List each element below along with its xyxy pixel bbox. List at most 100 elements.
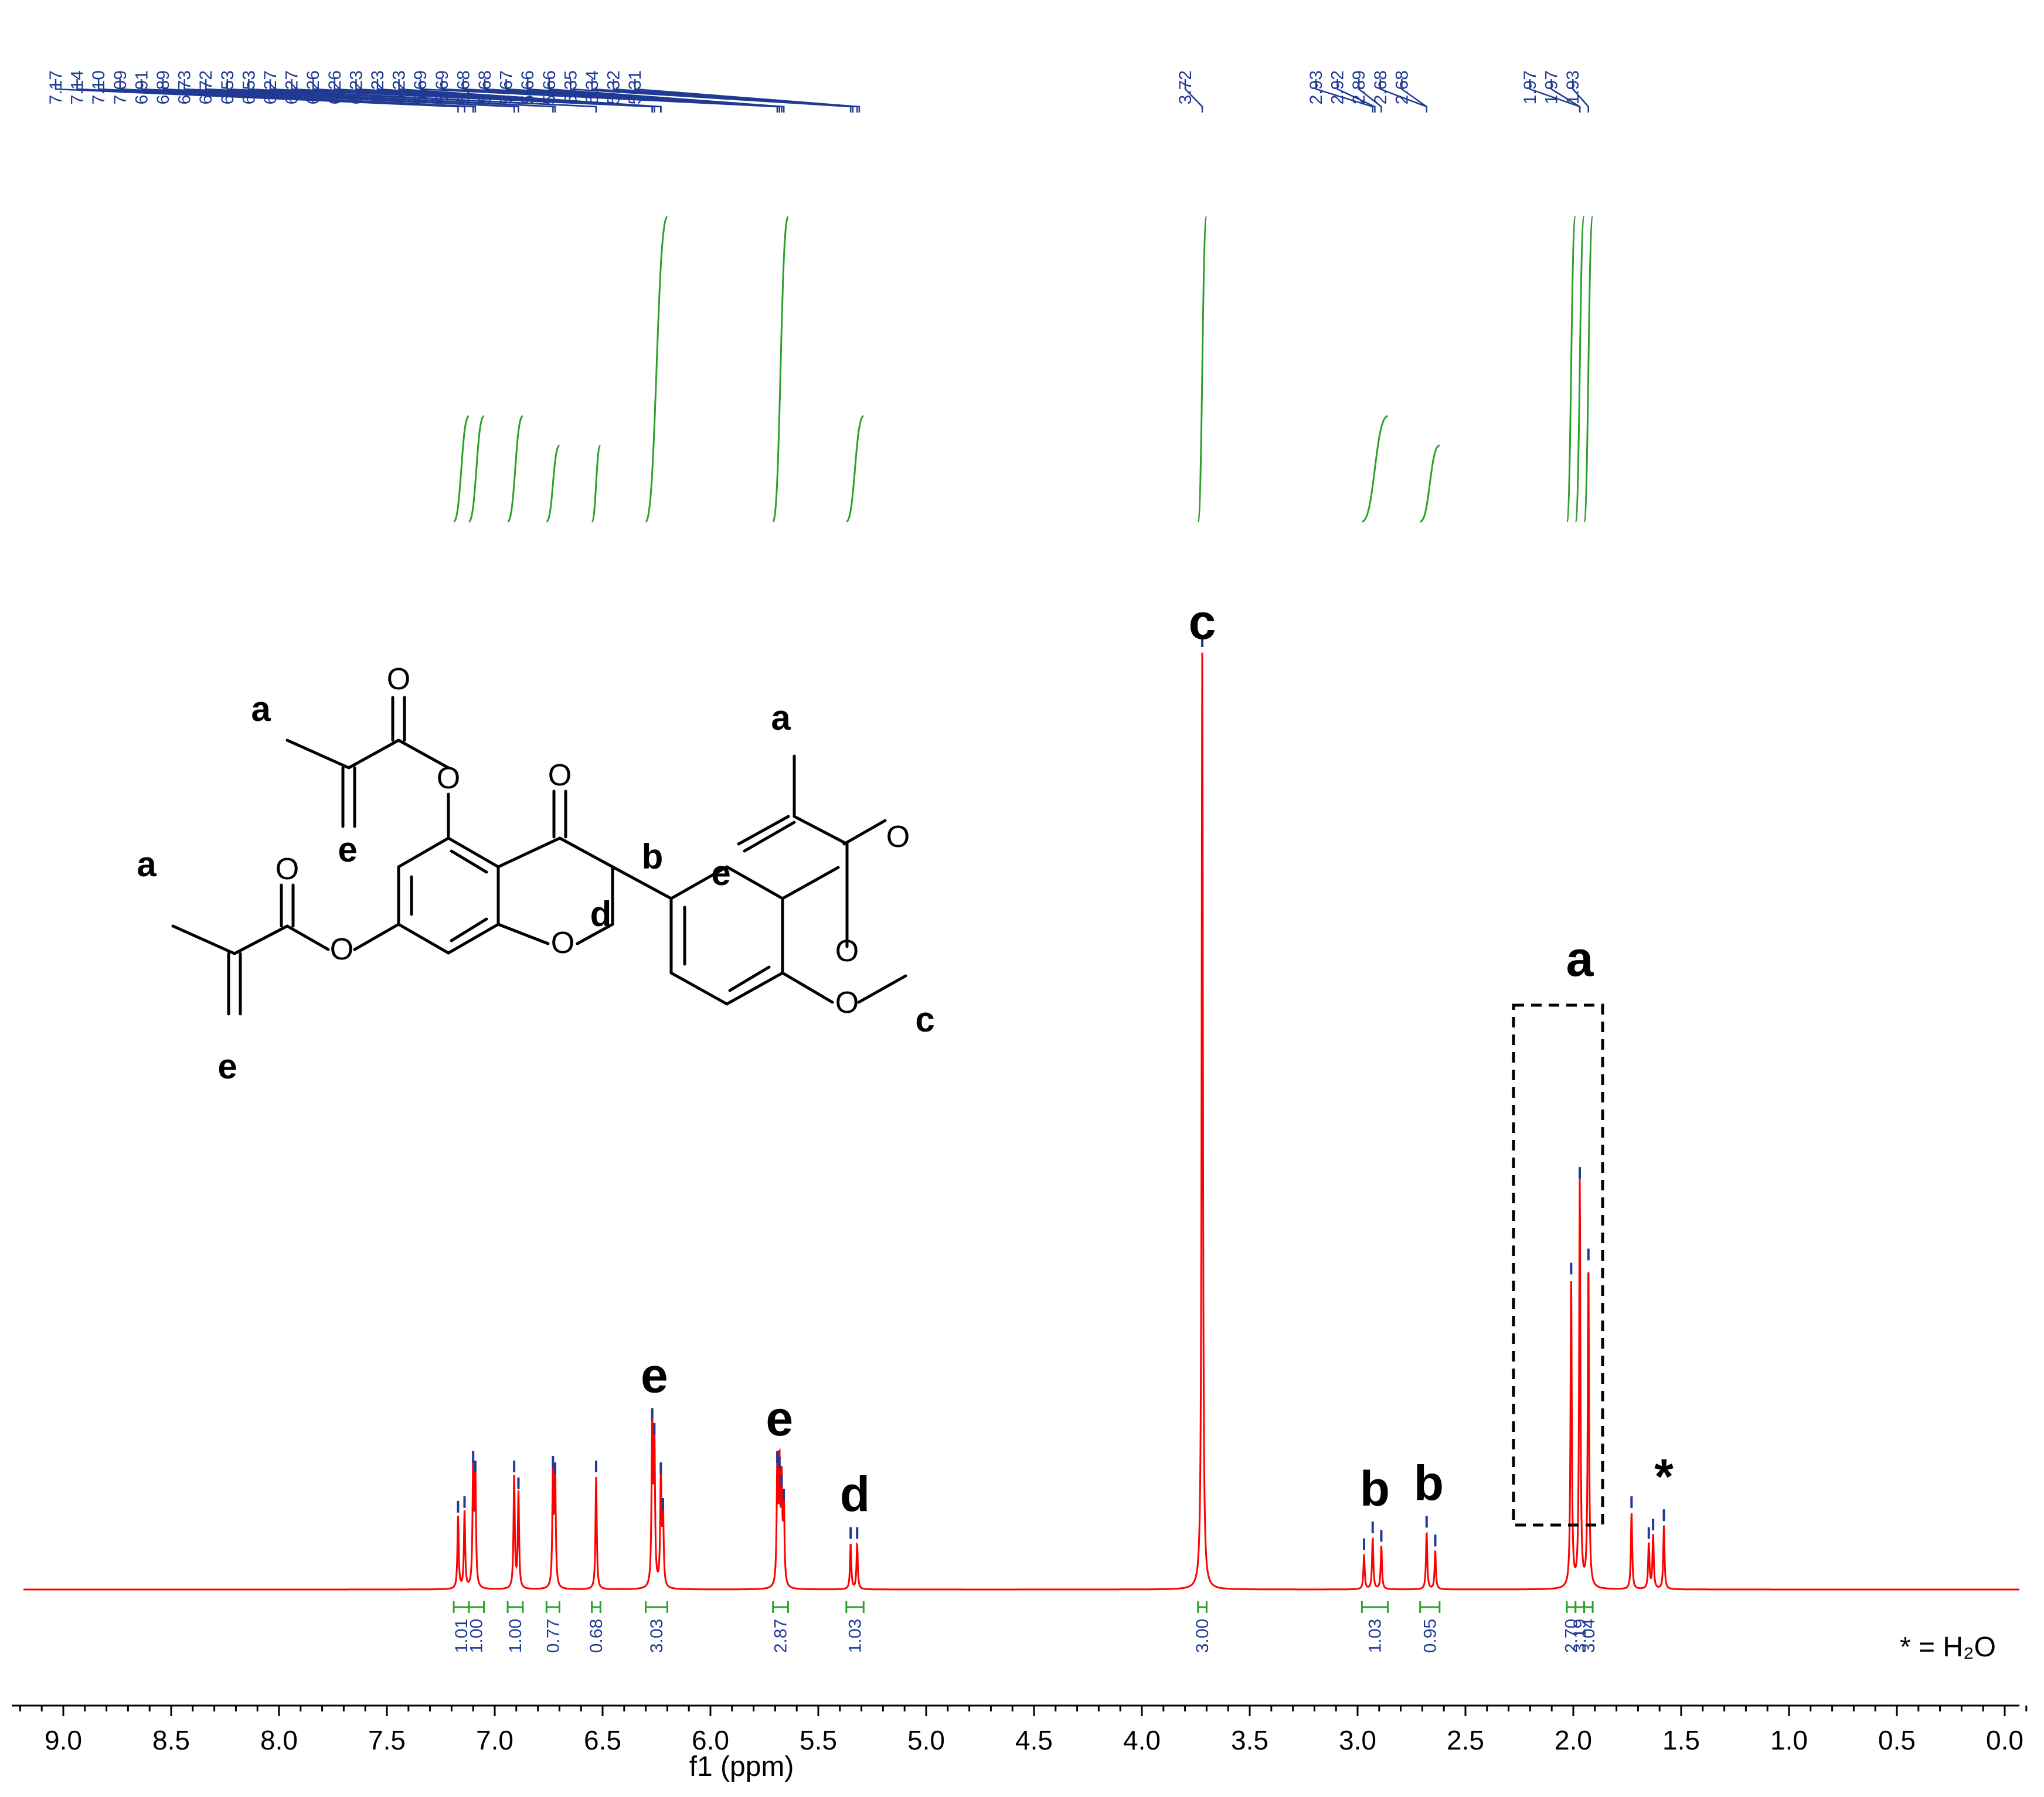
peak-label-leader [1315, 79, 1374, 113]
x-tick-label: 6.0 [692, 1725, 729, 1755]
integral-value: 3.03 [647, 1619, 666, 1653]
x-tick-label: 6.5 [584, 1725, 621, 1755]
peak-label-leader [1572, 79, 1590, 113]
structure-label-e: e [338, 830, 357, 869]
x-tick-label: 9.0 [45, 1725, 82, 1755]
structure-atoms: O O O O O O O O O [276, 662, 910, 1020]
peak-label-leader [484, 79, 781, 113]
x-axis-label: f1 (ppm) [689, 1751, 794, 1782]
structure-label-c: c [915, 1000, 934, 1039]
assignment-label: b [1360, 1461, 1390, 1516]
x-tick-label: 3.0 [1339, 1725, 1376, 1755]
peak-label-leader [1336, 79, 1376, 113]
peak-label-leader [334, 79, 655, 113]
integral-value: 0.95 [1420, 1619, 1440, 1653]
peak-label-leader [162, 79, 519, 113]
integral-curve [1361, 415, 1389, 523]
integral-curve [506, 415, 524, 523]
x-tick-label: 0.0 [1986, 1725, 2023, 1755]
integral-value: 1.01 [452, 1619, 471, 1653]
structure-label-a: a [251, 689, 271, 729]
integral-value: 1.00 [506, 1619, 525, 1653]
svg-text:O: O [548, 758, 572, 792]
assignment-label: b [1414, 1455, 1444, 1510]
integral-curve [1419, 444, 1440, 523]
chemical-structure [171, 696, 907, 1016]
peak-labels: 7.17 7.14 7.10 7.09 6.91 6.89 6.73 6.72 6.53 6.53… [46, 70, 1590, 113]
peak-label-leader [1184, 79, 1203, 113]
integral-value: 1.00 [467, 1619, 487, 1653]
integral-value: 1.03 [846, 1619, 865, 1653]
highlight-box-a [1512, 1003, 1604, 1527]
svg-text:O: O [835, 986, 859, 1020]
x-tick-label: 1.0 [1770, 1725, 1808, 1755]
peak-label-leader [505, 79, 783, 113]
peak-label-leader [634, 79, 861, 113]
spectrum-layer [23, 635, 2019, 1591]
solvent-note: * = H₂O [1900, 1632, 1996, 1663]
peak-label-leader [570, 79, 852, 113]
structure-labels: a a a b c d e e e [137, 689, 934, 1086]
x-axis: 9.0 8.5 8.0 7.5 7.0 6.5 6.0 5.5 5.0 4.5 4.0 3.5 3.0 2… [12, 1704, 2028, 1755]
assignment-label: d [840, 1467, 870, 1522]
integral-curve [1574, 216, 1585, 523]
integral-value: 3.04 [1579, 1619, 1599, 1653]
x-tick-label: 2.5 [1447, 1725, 1484, 1755]
integral-value: 1.03 [1365, 1619, 1385, 1653]
integral-curve [545, 444, 560, 523]
x-tick-label: 0.5 [1878, 1725, 1916, 1755]
x-tick-label: 7.0 [476, 1725, 513, 1755]
integral-value: 0.68 [587, 1619, 606, 1653]
x-tick-label: 2.0 [1555, 1725, 1592, 1755]
integral-annotations: 1.011.00 1.00 0.77 0.68 3.03 2.87 1.03 3.00 1.03… [452, 1601, 1599, 1653]
integral-value: 2.70 [1562, 1619, 1581, 1653]
svg-text:O: O [437, 761, 460, 795]
structure-label-d: d [590, 894, 612, 934]
assignment-label: c [1189, 594, 1216, 649]
svg-text:O: O [330, 932, 353, 966]
svg-text:O: O [387, 662, 410, 696]
integral-value: 3.00 [1193, 1619, 1212, 1653]
peak-label-leader [548, 79, 785, 113]
integral-curve [645, 216, 668, 523]
peak-label-leader [1358, 79, 1382, 113]
peak-label-leader [613, 79, 858, 113]
x-tick-label: 4.5 [1015, 1725, 1053, 1755]
integral-value: 3.19 [1570, 1619, 1590, 1653]
integral-curve [453, 415, 470, 523]
x-tick-label: 7.5 [368, 1725, 406, 1755]
integral-curve [845, 415, 865, 523]
svg-text:O: O [886, 820, 910, 854]
integral-curves [453, 216, 1594, 523]
x-tick-label: 1.5 [1662, 1725, 1700, 1755]
svg-text:O: O [276, 852, 299, 886]
assignment-label: * [1654, 1449, 1674, 1504]
integral-curve [591, 444, 601, 523]
peak-label-leader [591, 79, 854, 113]
svg-text:O: O [835, 934, 859, 968]
structure-label-e: e [711, 853, 730, 893]
peak-label-leader [398, 79, 662, 113]
integral-value: 0.77 [543, 1619, 563, 1653]
integral-curve [468, 415, 485, 523]
structure-label-a: a [771, 698, 791, 737]
structure-label-e: e [217, 1047, 237, 1086]
integral-curve [1566, 216, 1577, 523]
integral-curve [1197, 216, 1208, 523]
x-tick-label: 5.0 [907, 1725, 945, 1755]
integral-curve [772, 216, 789, 523]
x-tick-label: 4.0 [1123, 1725, 1161, 1755]
integral-curve [1583, 216, 1594, 523]
assignment-label: e [766, 1391, 793, 1446]
peak-label-leader [1401, 79, 1428, 113]
peak-label-leader [248, 79, 597, 113]
assignment-label: e [641, 1347, 668, 1403]
structure-label-a: a [137, 845, 157, 884]
assignment-label: a [1566, 931, 1594, 986]
x-tick-label: 5.5 [800, 1725, 837, 1755]
x-tick-label: 8.5 [152, 1725, 190, 1755]
integral-value: 2.87 [771, 1619, 791, 1653]
peak-label-leader [1550, 79, 1581, 113]
